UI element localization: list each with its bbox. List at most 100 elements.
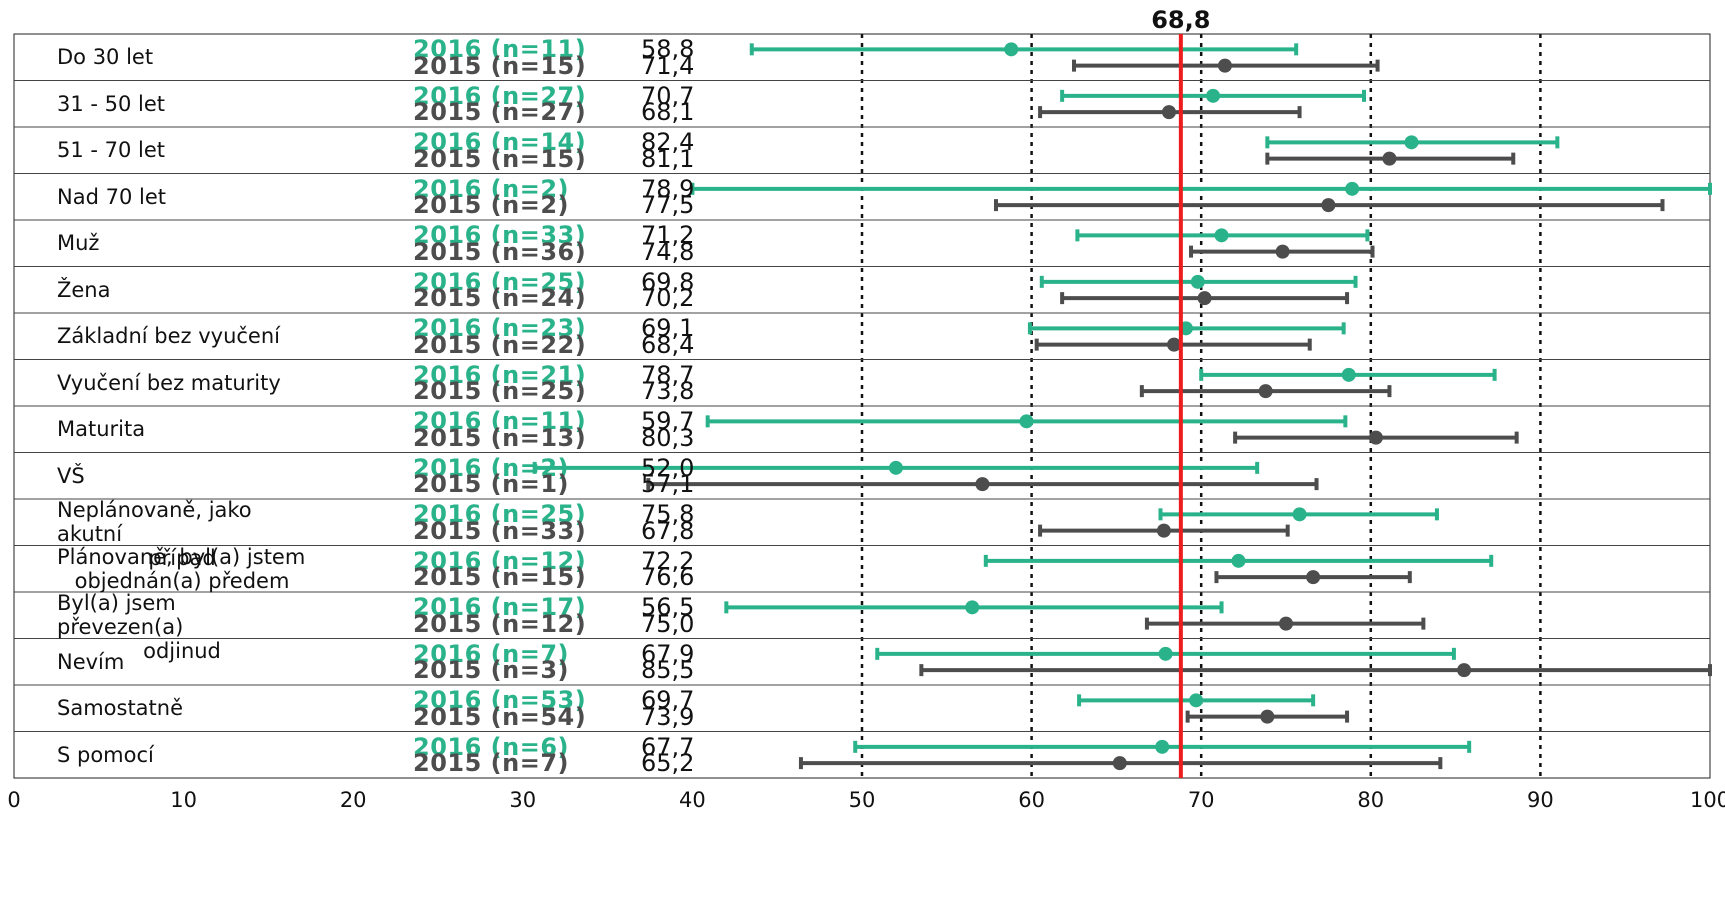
series-2015-label: 2015 (n=27) (413, 98, 587, 127)
row-separators (13, 33, 1711, 779)
value-2016-label: 78,7 (641, 360, 695, 389)
x-tick-label: 60 (1018, 788, 1045, 812)
category-label: 51 - 70 let (57, 138, 166, 163)
category-label: S pomocí (57, 742, 154, 767)
series-2015-label: 2015 (n=22) (413, 330, 587, 359)
bar-2016-point (1189, 693, 1204, 708)
value-2015-label: 80,3 (641, 423, 695, 452)
category-label-line: Plánovaně, byl(a) jstem (57, 544, 306, 569)
bar-2016-point (1019, 414, 1034, 429)
bar-2015-point (1260, 709, 1275, 724)
value-2015-label: 57,1 (641, 470, 695, 499)
bar-2015-point (1217, 58, 1232, 73)
bar-2016-point (1214, 228, 1229, 243)
value-2016-label: 70,7 (641, 81, 695, 110)
value-2015-label: 68,1 (641, 98, 695, 127)
bar-2015-point (975, 477, 990, 492)
value-2016-label: 69,8 (641, 267, 695, 296)
category-label: Samostatně (57, 696, 184, 721)
bar-2015-point (1161, 105, 1176, 120)
value-2016-label: 69,1 (641, 314, 695, 343)
bar-2016-point (1404, 135, 1419, 150)
category-label: Základní bez vyučení (57, 324, 280, 349)
series-2015-label: 2015 (n=1) (413, 470, 569, 499)
value-2015-label: 68,4 (641, 330, 695, 359)
x-tick-label: 80 (1357, 788, 1385, 812)
bar-2016-point (1292, 507, 1307, 522)
bar-2016-point (1231, 553, 1246, 568)
series-2015-label: 2015 (n=13) (413, 423, 587, 452)
bar-2015-point (1306, 570, 1321, 585)
series-2016-label: 2016 (n=2) (413, 174, 569, 203)
value-2015-label: 67,8 (641, 516, 695, 545)
series-2016-label: 2016 (n=25) (413, 267, 587, 296)
x-tick-label: 50 (848, 788, 876, 812)
bar-2015-point (1382, 151, 1397, 166)
series-2015-label: 2015 (n=15) (413, 51, 587, 80)
bar-2015-point (1275, 244, 1290, 259)
bar-2015-point (1279, 616, 1293, 631)
series-2016-label: 2016 (n=2) (413, 453, 569, 482)
x-tick-label: 20 (339, 788, 367, 812)
bar-2016-point (1206, 88, 1221, 103)
bar-2015-point (1368, 430, 1383, 445)
value-2015-label: 71,4 (641, 51, 695, 80)
value-2016-label: 82,4 (641, 128, 695, 157)
value-2015-label: 73,9 (641, 702, 695, 731)
series-2016-label: 2016 (n=53) (413, 686, 587, 715)
category-label-line: Byl(a) jsem převezen(a) (57, 591, 184, 640)
series-2015-label: 2015 (n=3) (413, 656, 569, 685)
category-label: Nevím (57, 649, 125, 674)
bar-2016-point (965, 600, 980, 615)
value-2016-label: 78,9 (641, 174, 695, 203)
series-2016-label: 2016 (n=17) (413, 593, 587, 622)
value-2016-label: 56,5 (641, 593, 695, 622)
category-label: Plánovaně, byl(a) jstem objednán(a) přede… (57, 545, 307, 593)
bar-2016-point (1004, 42, 1019, 57)
series-2016-label: 2016 (n=21) (413, 360, 587, 389)
reference-line-label: 68,8 (1151, 6, 1211, 34)
category-label: Maturita (57, 417, 146, 442)
value-2015-label: 81,1 (641, 144, 695, 173)
value-2015-label: 76,6 (641, 563, 695, 592)
value-2016-label: 69,7 (641, 686, 695, 715)
series-2016-label: 2016 (n=33) (413, 221, 587, 250)
series-2015-label: 2015 (n=15) (413, 563, 587, 592)
value-2016-label: 59,7 (641, 407, 695, 436)
x-tick-label: 0 (7, 788, 21, 812)
series-2015-label: 2015 (n=24) (413, 284, 587, 313)
category-label: Vyučení bez maturity (57, 370, 281, 395)
category-label-line: odjinud (143, 639, 221, 664)
category-label: Do 30 let (57, 45, 154, 70)
bar-2016-point (1341, 367, 1356, 382)
bar-2016-point (1158, 646, 1173, 661)
value-2016-label: 67,9 (641, 639, 695, 668)
bar-2016-point (888, 460, 903, 475)
bar-2015-point (1457, 663, 1472, 678)
series-2015-label: 2015 (n=54) (413, 702, 587, 731)
value-2015-label: 75,0 (641, 609, 695, 638)
value-2015-label: 77,5 (641, 191, 695, 220)
value-2015-label: 85,5 (641, 656, 695, 685)
category-label-line: případ (148, 546, 216, 571)
series-2016-label: 2016 (n=27) (413, 81, 587, 110)
series-2016-label: 2016 (n=14) (413, 128, 587, 157)
value-2015-label: 70,2 (641, 284, 695, 313)
error-bars (532, 42, 1712, 771)
series-2015-label: 2015 (n=33) (413, 516, 587, 545)
series-2015-label: 2015 (n=25) (413, 377, 587, 406)
category-label: Žena (57, 277, 111, 302)
x-tick-label: 30 (509, 788, 537, 812)
bar-2015-point (1167, 337, 1182, 352)
series-2016-label: 2016 (n=23) (413, 314, 587, 343)
bar-2016-point (1345, 181, 1360, 196)
bar-2015-point (1197, 291, 1212, 306)
value-2016-label: 71,2 (641, 221, 695, 250)
bar-2016-point (1190, 274, 1205, 289)
value-2016-label: 67,7 (641, 732, 695, 761)
bar-2015-point (1156, 523, 1171, 538)
series-2015-label: 2015 (n=36) (413, 237, 587, 266)
category-label-line: objednán(a) předem (74, 568, 290, 593)
series-2016-label: 2016 (n=11) (413, 407, 587, 436)
category-label-line: Neplánovaně, jako akutní (57, 498, 252, 547)
